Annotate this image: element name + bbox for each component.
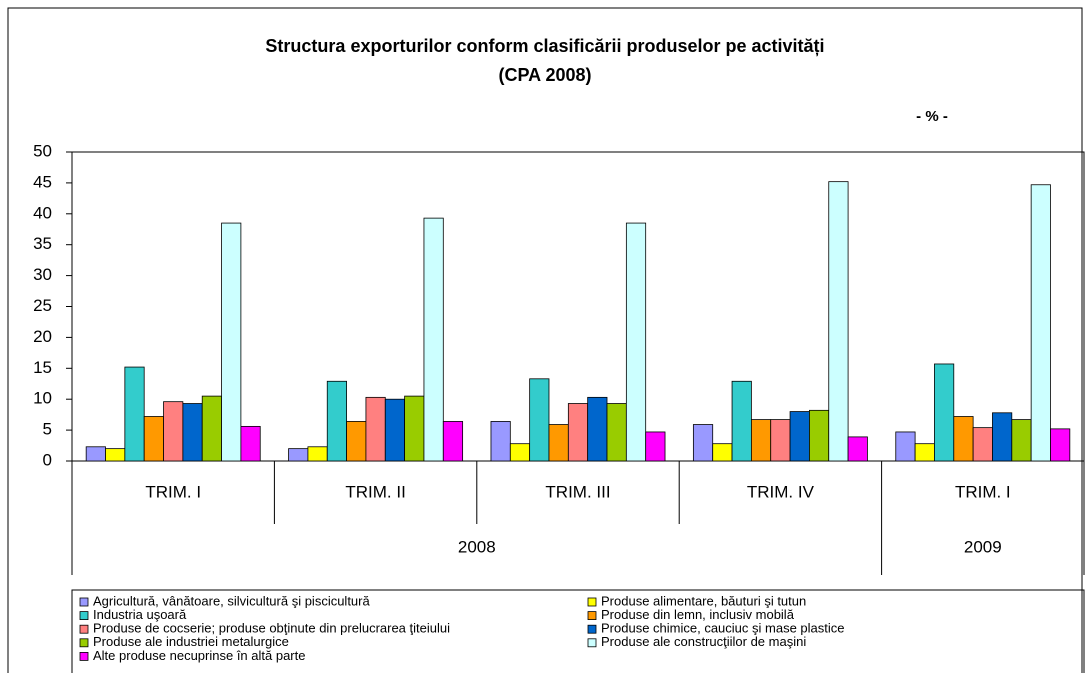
legend-swatch <box>587 624 597 634</box>
legend-swatch <box>79 611 89 620</box>
y-tick-label: 20 <box>33 327 52 346</box>
bar <box>750 419 772 462</box>
bar <box>221 222 242 462</box>
bar <box>509 443 531 462</box>
bar <box>828 181 849 462</box>
unit-annotation: - % - <box>916 108 948 125</box>
bar <box>548 424 569 462</box>
bar <box>567 403 589 462</box>
y-tick-label: 45 <box>33 172 52 191</box>
bar <box>731 380 752 462</box>
x-tick-label: TRIM. III <box>545 482 610 501</box>
bar <box>346 421 367 462</box>
bar <box>914 443 935 462</box>
x-tick-label: TRIM. IV <box>747 482 815 501</box>
legend-label: Industria uşoară <box>93 607 187 622</box>
bar <box>712 443 733 462</box>
y-tick-label: 5 <box>43 420 52 439</box>
y-tick-label: 40 <box>33 203 52 222</box>
legend-box <box>71 589 1085 673</box>
bar <box>992 412 1013 462</box>
bar <box>240 425 261 462</box>
bar <box>972 427 993 462</box>
legend-swatch <box>587 638 597 648</box>
legend-label: Produse din lemn, inclusiv mobilă <box>601 607 795 622</box>
legend-swatch <box>79 652 89 661</box>
bar <box>645 431 666 462</box>
legend-swatch <box>587 597 597 607</box>
bar <box>404 395 425 462</box>
group-label: 2009 <box>964 537 1002 556</box>
group-label: 2008 <box>458 537 496 556</box>
legend-swatch <box>79 597 89 607</box>
bar <box>895 431 916 462</box>
bar <box>529 378 550 462</box>
bar <box>105 448 126 462</box>
bar <box>85 446 106 462</box>
bar <box>326 380 347 462</box>
legend-swatch <box>587 611 597 620</box>
bar <box>625 222 647 462</box>
legend-label: Produse ale industriei metalurgice <box>93 634 289 649</box>
bar <box>953 416 974 462</box>
bar <box>770 419 791 462</box>
bar <box>490 421 511 462</box>
chart-title: Structura exporturilor conform clasifică… <box>265 36 824 56</box>
bar <box>288 448 309 462</box>
legend-swatch <box>79 624 89 634</box>
legend-label: Produse ale construcţiilor de maşini <box>601 634 806 649</box>
y-tick-label: 10 <box>33 389 52 408</box>
bar <box>1050 428 1071 462</box>
legend-label: Produse chimice, cauciuc şi mase plastic… <box>601 621 845 636</box>
legend-label: Alte produse necuprinse în altă parte <box>93 648 305 663</box>
y-tick-label: 25 <box>33 296 52 315</box>
bar <box>789 411 810 462</box>
y-tick-label: 35 <box>33 234 52 253</box>
y-tick-label: 50 <box>33 141 52 160</box>
chart-subtitle: (CPA 2008) <box>498 65 591 85</box>
bar <box>201 395 222 462</box>
bar <box>809 409 830 462</box>
y-tick-label: 0 <box>43 450 52 469</box>
bar <box>692 424 714 462</box>
legend-label: Agricultură, vânătoare, silvicultură şi … <box>93 593 370 608</box>
legend-swatch <box>79 638 89 648</box>
bar <box>307 446 328 462</box>
bar <box>847 436 868 462</box>
bar <box>606 403 627 462</box>
bar <box>423 217 444 462</box>
y-tick-label: 15 <box>33 358 52 377</box>
x-tick-label: TRIM. II <box>345 482 405 501</box>
bar <box>1030 184 1051 462</box>
chart-frame <box>7 7 1083 673</box>
bar <box>365 396 386 462</box>
bar <box>182 403 203 462</box>
legend-label: Produse de cocserie; produse obţinute di… <box>93 621 450 636</box>
bar <box>934 363 955 462</box>
x-tick-label: TRIM. I <box>145 482 201 501</box>
bar <box>587 396 608 462</box>
y-tick-label: 30 <box>33 265 52 284</box>
bar <box>163 401 184 462</box>
bar <box>143 416 164 462</box>
bar <box>384 398 406 462</box>
legend-label: Produse alimentare, băuturi şi tutun <box>601 593 806 608</box>
bar <box>124 366 145 462</box>
x-tick-label: TRIM. I <box>955 482 1011 501</box>
bar <box>1011 419 1032 462</box>
bar <box>442 421 464 462</box>
